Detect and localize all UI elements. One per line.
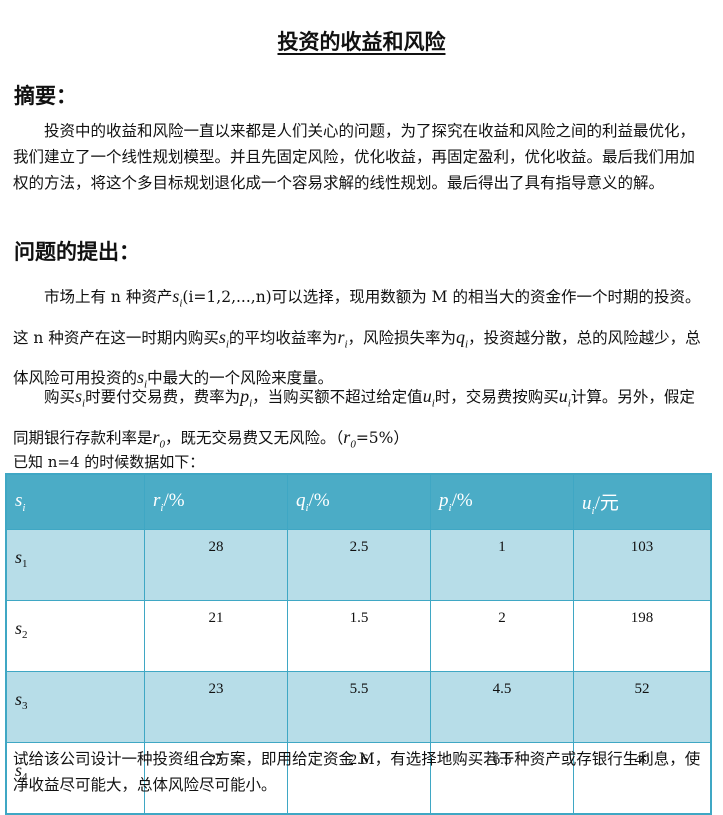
p2-text-7: =5%） — [355, 428, 409, 447]
symbol-s-i: si — [172, 286, 183, 310]
symbol-r-i: ri — [337, 326, 348, 351]
row-label-cell: s2 — [5, 600, 145, 672]
table-row: s2 21 1.5 2 198 — [5, 600, 712, 672]
symbol-s-i: si — [137, 367, 148, 391]
p2-text-2: 时要付交易费，费率为 — [85, 388, 241, 406]
symbol-p-i: pi — [240, 386, 253, 410]
header-s-i: si — [5, 473, 145, 530]
problem-paragraph-2: 购买si时要付交易费，费率为pi，当购买额不超过给定值ui时，交易费按购买ui计… — [13, 380, 707, 461]
problem-heading: 问题的提出： — [14, 240, 140, 264]
table-row: s3 23 5.5 4.5 52 — [5, 671, 712, 743]
p2-text-1: 购买 — [44, 388, 76, 406]
header-q-i: qi/% — [287, 473, 431, 530]
header-u-i: ui/元 — [573, 473, 712, 530]
p2-text-5: 计算。另外，假定同期银行存款利率是 — [13, 388, 695, 447]
symbol-u-i: ui — [558, 386, 571, 410]
symbol-u-i: ui — [422, 386, 435, 410]
table-cell: 198 — [573, 600, 712, 672]
table-cell: 2 — [430, 600, 574, 672]
table-cell: 28 — [144, 529, 288, 601]
p2-text-6: ，既无交易费又无风险。（ — [165, 428, 344, 447]
p1-text-6: 中最大的一个风险来度量。 — [147, 369, 334, 388]
table-cell: 1 — [430, 529, 574, 601]
table-cell: 103 — [573, 529, 712, 601]
row-label-cell: s3 — [5, 671, 145, 743]
p1-text-5: ，投资越分散，总的风险越少，总体风险可用投资的 — [13, 328, 701, 388]
document-title: 投资的收益和风险 — [277, 30, 446, 54]
p1-text-1: 市场上有 n 种资产 — [44, 288, 173, 306]
table-cell: 23 — [144, 671, 288, 743]
p1-text-3: 的平均收益率为 — [228, 328, 338, 347]
p1-text-4: ，风险损失率为 — [347, 328, 457, 347]
table-cell: 4.5 — [430, 671, 574, 743]
closing-paragraph: 试给该公司设计一种投资组合方案，即用给定资金 M，有选择地购买若干种资产或存银行… — [13, 750, 701, 794]
p2-text-4: 时，交易费按购买 — [434, 388, 559, 406]
table-row: s1 28 2.5 1 103 — [5, 529, 712, 601]
abstract-paragraph: 投资中的收益和风险一直以来都是人们关心的问题，为了探究在收益和风险之间的利益最优… — [13, 122, 696, 192]
table-cell: 5.5 — [287, 671, 431, 743]
symbol-s-i: si — [75, 386, 86, 410]
symbol-r-0: r0 — [152, 426, 166, 451]
table-header-row: si ri/% qi/% pi/% ui/元 — [5, 473, 712, 530]
known-data-label: 已知 n=4 的时候数据如下： — [13, 453, 205, 471]
header-r-i: ri/% — [144, 473, 288, 530]
p1-text-2: (i=1,2,...,n)可以选择，现用数额为 M 的相当大的资金作一个时期的投… — [13, 288, 701, 347]
symbol-r-0: r0 — [343, 426, 356, 451]
symbol-s-i: si — [218, 326, 229, 351]
p2-text-3: ，当购买额不超过给定值 — [252, 388, 423, 406]
problem-paragraph-1: 市场上有 n 种资产si(i=1,2,...,n)可以选择，现用数额为 M 的相… — [13, 280, 707, 402]
abstract-heading: 摘要： — [14, 84, 77, 108]
table-cell: 2.5 — [287, 529, 431, 601]
row-label-cell: s1 — [5, 529, 145, 601]
symbol-q-i: qi — [456, 326, 469, 351]
table-cell: 1.5 — [287, 600, 431, 672]
table-cell: 21 — [144, 600, 288, 672]
header-p-i: pi/% — [430, 473, 574, 530]
table-cell: 52 — [573, 671, 712, 743]
